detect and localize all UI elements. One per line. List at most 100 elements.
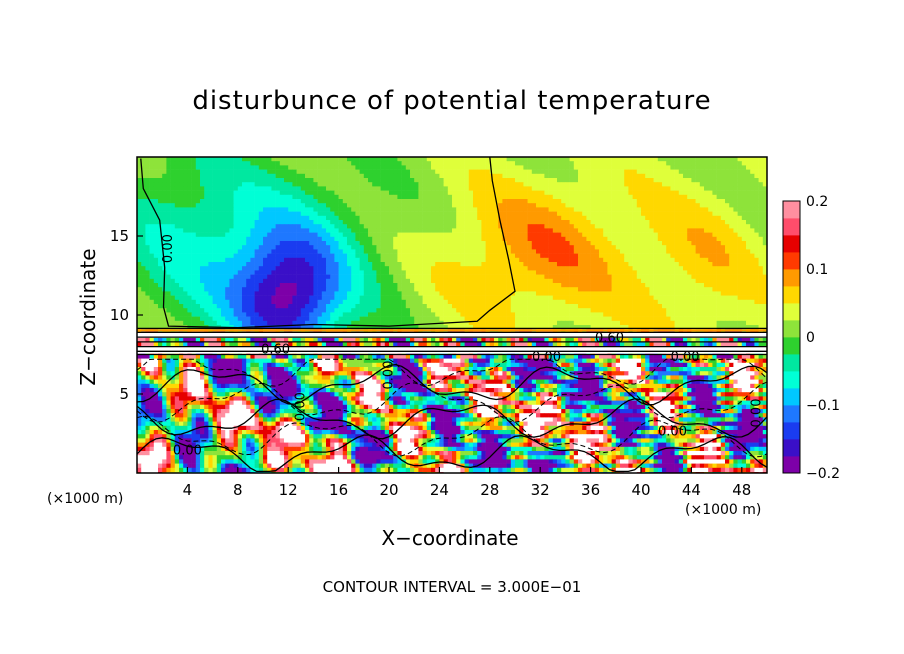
field-cell — [494, 178, 499, 183]
field-cell — [519, 190, 524, 196]
field-cell — [733, 186, 738, 191]
field-cell — [376, 270, 381, 275]
field-cell — [754, 157, 759, 162]
field-cell — [288, 182, 293, 187]
field-cell — [200, 270, 205, 275]
field-cell — [254, 220, 260, 225]
field-cell — [683, 203, 688, 208]
field-cell — [662, 253, 667, 259]
field-cell — [557, 241, 562, 246]
field-cell — [313, 165, 318, 170]
field-cell — [447, 228, 453, 233]
field-cell — [762, 190, 767, 196]
field-cell — [452, 224, 457, 229]
field-cell — [594, 228, 600, 233]
field-cell — [405, 245, 411, 250]
field-cell — [468, 262, 474, 267]
field-cell — [657, 169, 663, 175]
field-cell — [624, 169, 629, 175]
field-cell — [254, 236, 260, 242]
field-cell — [477, 211, 482, 217]
field-cell — [561, 291, 566, 296]
field-cell — [704, 220, 709, 225]
field-cell — [750, 245, 755, 250]
field-cell — [473, 236, 478, 242]
field-cell — [342, 161, 348, 166]
field-cell — [384, 182, 390, 187]
field-cell — [296, 194, 302, 200]
field-cell — [578, 165, 583, 170]
field-cell — [653, 287, 659, 292]
field-cell — [351, 194, 356, 200]
field-cell — [183, 232, 188, 238]
field-cell — [569, 274, 575, 280]
field-cell — [321, 295, 327, 301]
field-cell — [204, 220, 209, 225]
field-cell — [389, 173, 394, 179]
field-cell — [174, 270, 180, 275]
field-cell — [720, 257, 726, 263]
field-cell — [422, 224, 428, 229]
field-cell — [347, 169, 352, 175]
field-cell — [489, 161, 495, 166]
field-cell — [695, 270, 701, 275]
field-cell — [599, 220, 604, 225]
field-cell — [565, 270, 570, 275]
field-cell — [229, 283, 234, 288]
field-cell — [233, 186, 239, 191]
field-cell — [246, 211, 251, 217]
field-cell — [670, 165, 675, 170]
field-cell — [431, 178, 436, 183]
field-cell — [708, 291, 713, 296]
field-cell — [540, 165, 545, 170]
field-cell — [494, 236, 499, 242]
field-cell — [330, 199, 335, 204]
field-cell — [321, 169, 327, 175]
field-cell — [351, 270, 356, 275]
field-cell — [355, 169, 360, 175]
field-cell — [414, 228, 419, 233]
field-cell — [158, 199, 163, 204]
field-cell — [275, 207, 281, 212]
field-cell — [548, 190, 554, 196]
field-cell — [410, 194, 415, 200]
field-cell — [212, 257, 218, 263]
field-cell — [548, 194, 554, 200]
field-cell — [695, 232, 701, 238]
field-cell — [531, 274, 537, 280]
field-cell — [200, 161, 205, 166]
field-cell — [359, 157, 365, 162]
field-cell — [447, 186, 453, 191]
field-cell — [384, 245, 390, 250]
field-cell — [443, 157, 449, 162]
field-cell — [326, 207, 331, 212]
field-cell — [582, 199, 587, 204]
field-cell — [712, 278, 717, 284]
field-cell — [380, 194, 386, 200]
field-cell — [611, 161, 617, 166]
field-cell — [725, 270, 730, 275]
field-cell — [729, 287, 734, 292]
field-cell — [149, 266, 155, 271]
field-cell — [347, 241, 352, 246]
field-cell — [384, 194, 390, 200]
field-cell — [733, 157, 738, 162]
field-cell — [561, 203, 566, 208]
field-cell — [292, 274, 297, 280]
field-cell — [342, 211, 348, 217]
field-cell — [754, 257, 759, 263]
field-cell — [443, 291, 449, 296]
field-cell — [372, 236, 377, 242]
field-cell — [208, 182, 213, 187]
field-cell — [687, 169, 692, 175]
field-cell — [569, 190, 575, 196]
field-cell — [447, 211, 453, 217]
field-cell — [229, 278, 234, 284]
field-cell — [170, 283, 176, 288]
field-cell — [750, 157, 755, 162]
field-cell — [716, 211, 722, 217]
field-cell — [208, 274, 213, 280]
field-cell — [221, 257, 226, 263]
field-cell — [712, 287, 717, 292]
field-cell — [359, 228, 365, 233]
